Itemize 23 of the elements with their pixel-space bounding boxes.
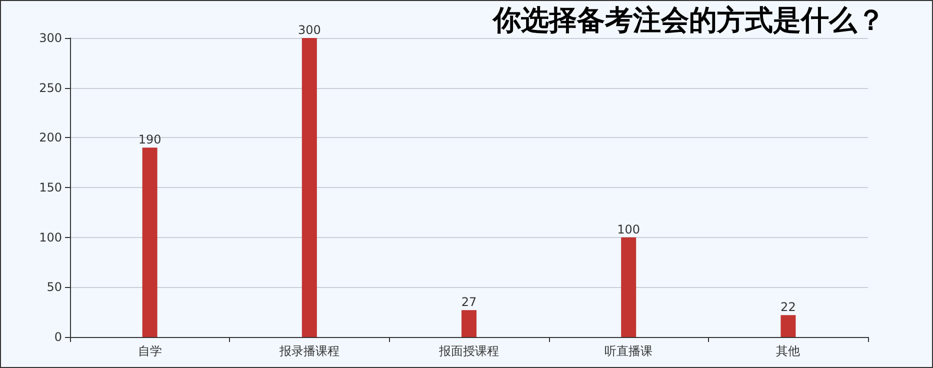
x-tick-label: 报面授课程	[438, 344, 499, 358]
chart-title: 你选择备考注会的方式是什么？	[491, 4, 885, 36]
bar	[462, 310, 476, 337]
data-label: 22	[780, 300, 796, 314]
y-tick-label: 200	[39, 130, 62, 145]
x-tick-label: 自学	[138, 344, 162, 358]
data-label: 190	[138, 132, 162, 147]
x-tick-label: 听直播课	[604, 344, 653, 358]
bar	[302, 38, 317, 337]
data-label: 27	[461, 295, 477, 310]
y-tick-label: 0	[54, 330, 62, 344]
y-tick-label: 150	[39, 180, 62, 194]
y-tick-label: 100	[39, 230, 62, 244]
x-tick-label: 其他	[776, 344, 800, 358]
data-label: 100	[617, 222, 640, 236]
y-tick-label: 250	[39, 80, 62, 95]
y-tick-label: 50	[46, 280, 62, 294]
bar	[780, 315, 796, 337]
data-label: 300	[298, 23, 321, 37]
x-tick-label: 报录播课程	[278, 344, 340, 358]
bar	[142, 148, 158, 337]
bar	[621, 237, 636, 337]
y-tick-label: 300	[39, 31, 62, 45]
